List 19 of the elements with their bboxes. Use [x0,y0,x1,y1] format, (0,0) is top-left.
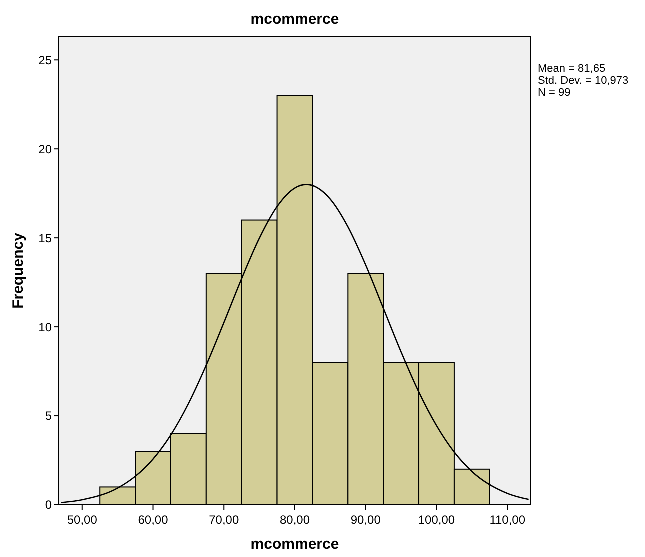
x-tick-label: 80,00 [280,513,310,527]
x-tick-label: 50,00 [67,513,98,527]
x-tick-label: 60,00 [138,513,169,527]
y-tick-label: 0 [45,498,52,512]
y-tick-label: 15 [38,231,52,246]
x-tick-label: 90,00 [350,513,382,527]
text: Std. Dev. = 10,973 [538,75,629,87]
text: N = 99 [538,87,571,99]
text: Mean = 81,65 [538,63,606,75]
x-tick-label: 110,00 [490,513,526,527]
y-tick-label: 20 [38,142,52,156]
x-tick-label: 100,00 [418,513,456,527]
chart-title: mcommerce [250,11,340,28]
y-tick-label: 5 [45,409,52,424]
y-tick-label: 10 [38,320,52,334]
y-tick-label: 25 [38,53,52,68]
y-axis-title: Frequency [10,232,27,309]
x-tick-label: 70,00 [209,513,240,527]
x-axis-title: mcommerce [250,536,340,553]
